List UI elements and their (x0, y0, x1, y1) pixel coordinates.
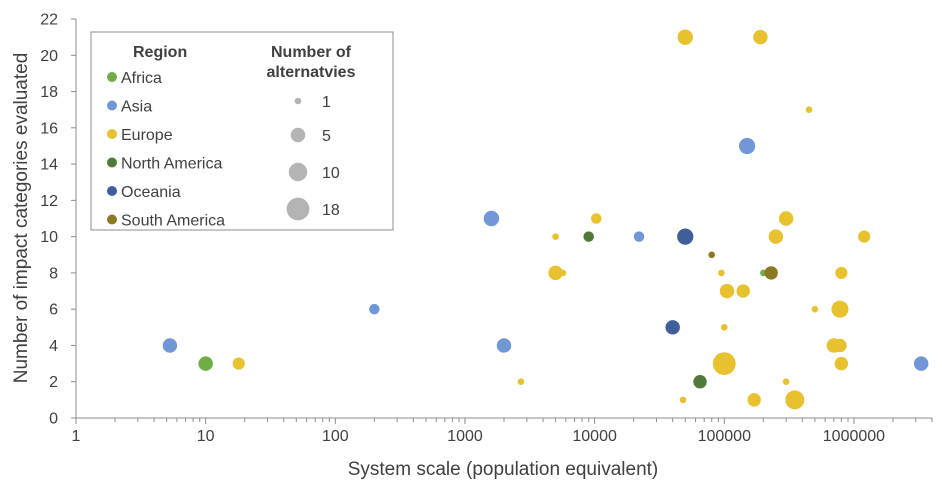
point-europe (718, 269, 725, 277)
legend-label-asia: Asia (121, 99, 152, 116)
point-europe (805, 106, 813, 113)
y-tick-label: 22 (40, 12, 58, 29)
y-tick-label: 18 (40, 84, 58, 101)
size-legend-bubble (286, 197, 310, 221)
size-legend-label: 10 (322, 165, 340, 182)
point-europe (833, 338, 847, 353)
size-legend-title-line2: alternatvies (267, 64, 356, 81)
legend-marker-africa (107, 72, 117, 82)
x-tick-label: 100000 (698, 428, 751, 445)
y-tick-label: 6 (49, 302, 58, 319)
y-tick-label: 2 (49, 374, 58, 391)
x-tick-label: 100 (322, 428, 349, 445)
x-tick-label: 10 (197, 428, 215, 445)
point-europe (811, 305, 819, 313)
legend: Region Number of alternatvies Africa Asia… (90, 31, 394, 231)
y-tick-label: 20 (40, 48, 58, 65)
x-tick-label: 10000 (572, 428, 617, 445)
size-legend-label: 1 (322, 94, 331, 111)
point-europe (548, 265, 563, 281)
point-africa (198, 356, 213, 371)
y-tick-label: 16 (40, 120, 58, 137)
point-europe (552, 233, 559, 240)
point-europe (736, 284, 750, 298)
point-europe (831, 300, 849, 318)
data-points (162, 29, 929, 410)
size-legend-bubble (294, 97, 302, 105)
legend-label-europe: Europe (121, 127, 173, 144)
point-asia (483, 210, 500, 227)
legend-marker-south-america (107, 214, 117, 225)
point-europe (835, 266, 848, 279)
point-europe (679, 396, 687, 404)
point-south-america (708, 251, 716, 259)
legend-box (90, 31, 394, 231)
y-tick-label: 0 (49, 411, 58, 428)
point-europe (768, 229, 784, 244)
size-legend-title-line1: Number of (271, 44, 352, 61)
legend-marker-asia (107, 100, 117, 111)
size-legend-bubble (290, 127, 306, 143)
point-oceania (665, 320, 680, 335)
legend-marker-oceania (107, 186, 117, 196)
point-europe (720, 324, 728, 331)
point-south-america (764, 266, 778, 280)
point-europe (782, 378, 790, 386)
point-europe (719, 283, 735, 299)
y-tick-label: 12 (40, 193, 58, 210)
x-tick-label: 1000000 (823, 428, 885, 445)
point-asia (496, 338, 512, 353)
y-tick-label: 4 (49, 338, 58, 355)
point-europe (778, 211, 794, 226)
size-legend-label: 5 (322, 128, 331, 145)
legend-marker-north-america (107, 157, 117, 168)
x-axis-title: System scale (population equivalent) (348, 459, 659, 480)
legend-label-oceania: Oceania (121, 184, 181, 201)
point-europe (232, 357, 245, 370)
y-axis-title: Number of impact categories evaluated (11, 53, 32, 384)
point-europe (591, 213, 602, 224)
point-europe (712, 352, 736, 375)
point-europe (785, 390, 805, 410)
legend-label-africa: Africa (121, 70, 162, 87)
point-asia (739, 137, 756, 155)
x-tick-label: 1000 (447, 428, 483, 445)
legend-label-north-america: North America (121, 156, 222, 173)
point-europe (834, 356, 849, 371)
y-tick-label: 14 (40, 157, 58, 174)
point-asia (633, 231, 645, 242)
point-europe (559, 269, 567, 277)
point-north-america (693, 375, 707, 389)
point-europe (747, 393, 761, 407)
point-europe (753, 29, 768, 45)
point-oceania (677, 228, 694, 245)
point-asia (369, 303, 380, 315)
y-tick-label: 8 (49, 265, 58, 282)
legend-label-south-america: South America (121, 213, 225, 230)
point-north-america (583, 231, 594, 242)
y-tick-label: 10 (40, 229, 58, 246)
size-legend-bubble (288, 162, 308, 182)
point-asia (162, 338, 178, 353)
region-legend-title: Region (133, 44, 187, 61)
point-europe (517, 378, 525, 386)
legend-marker-europe (107, 129, 117, 139)
size-legend-label: 18 (322, 202, 340, 219)
point-europe (858, 230, 871, 243)
point-asia (913, 356, 929, 371)
point-europe (677, 29, 693, 45)
x-tick-label: 1 (72, 428, 81, 445)
axes: 1 10 100 1000 10000 100000 1000000 0 2 4 6 8 10 12 14 1… (40, 12, 933, 445)
